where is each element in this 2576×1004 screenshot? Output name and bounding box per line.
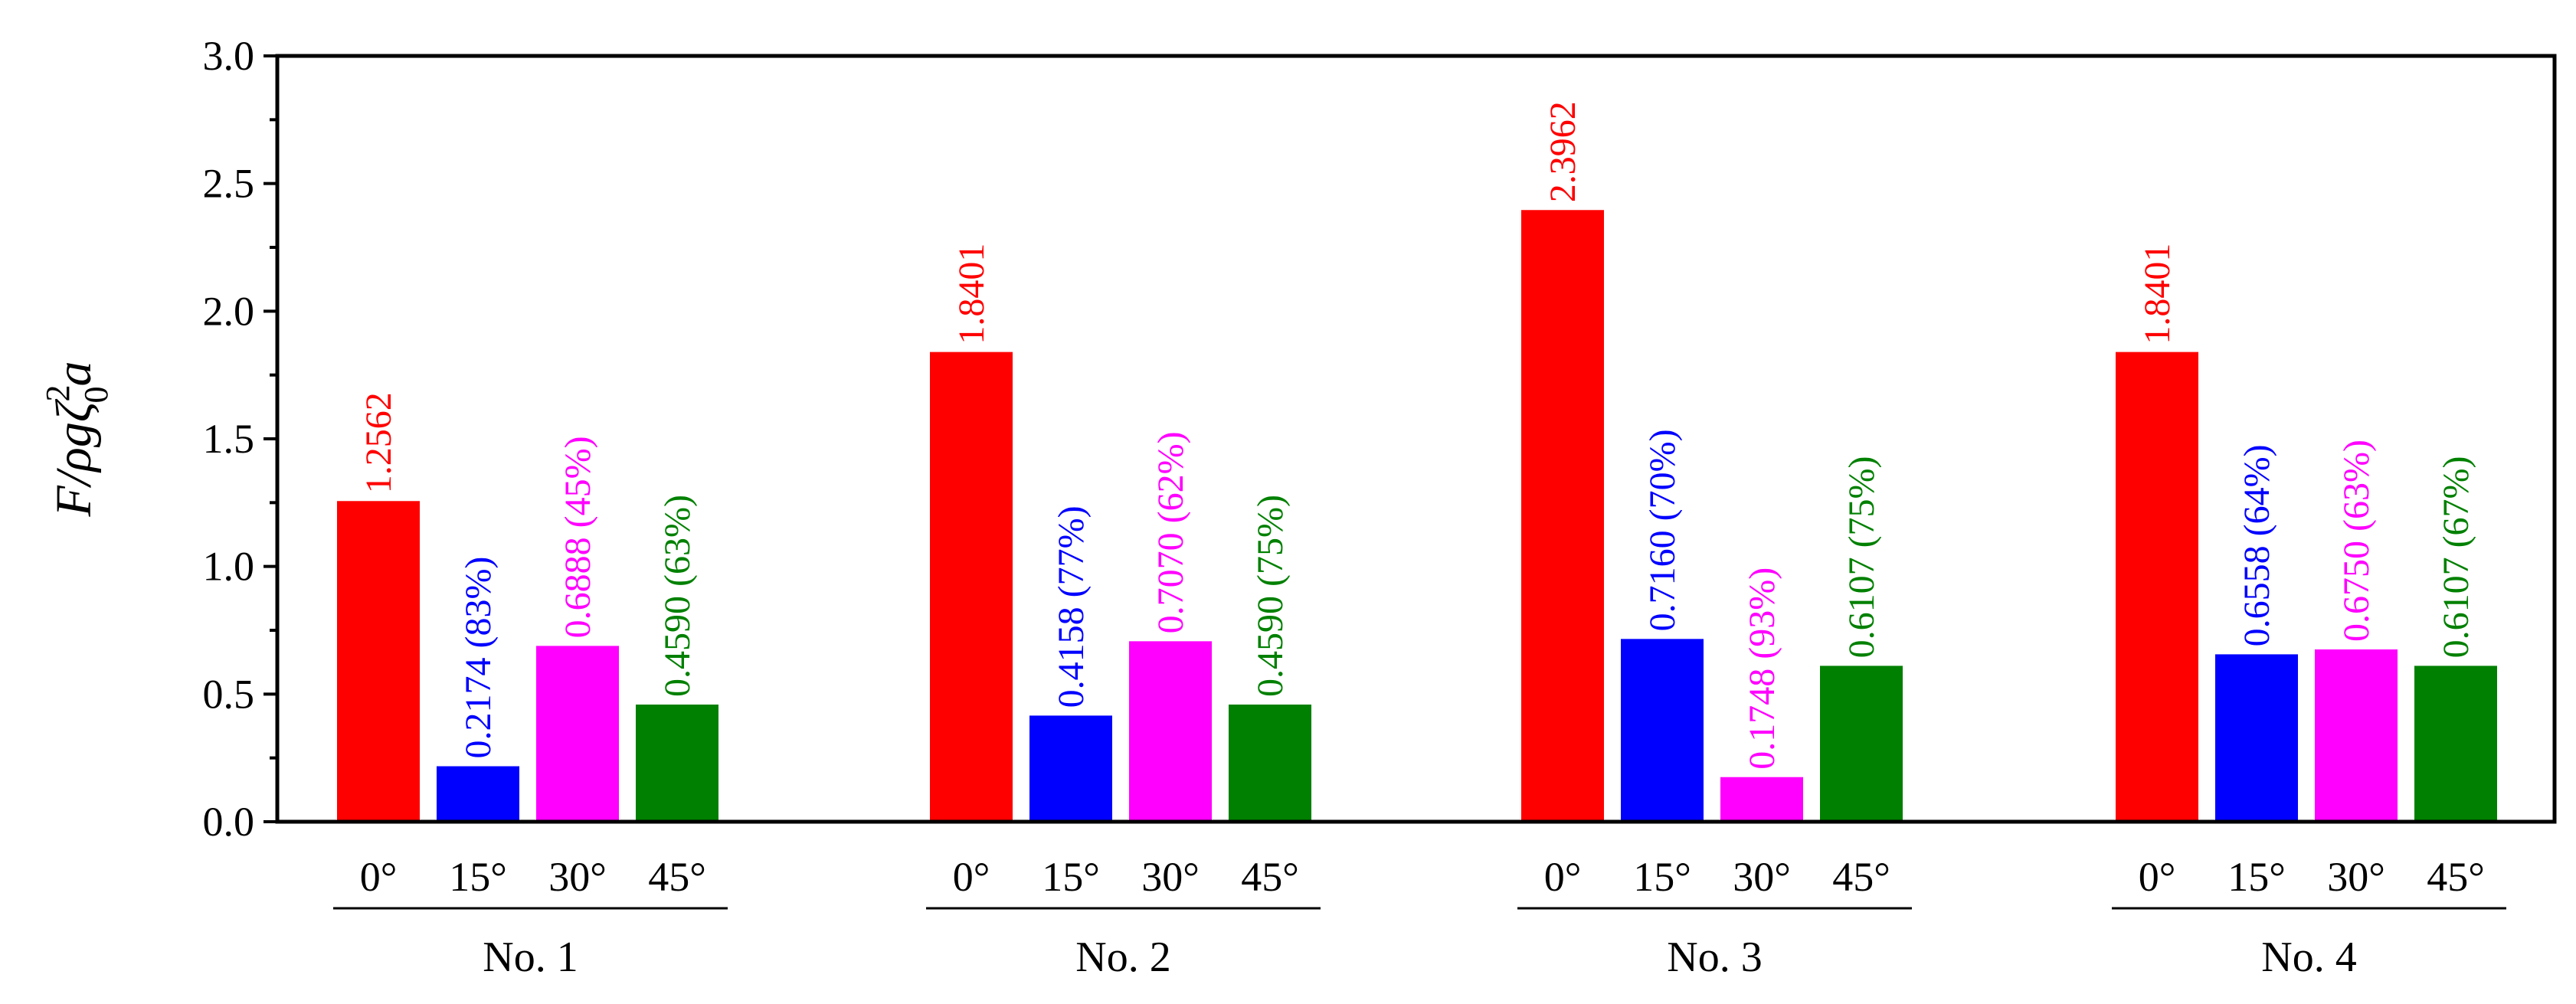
x-axis: 0° 15° 30° 45° No. 1 0° 15° 30° 45° No. 2 0° 15° 30°… xyxy=(333,854,2506,981)
x-tick-label: 45° xyxy=(2427,854,2485,900)
y-tick-label: 2.0 xyxy=(203,288,255,334)
bar-value-label: 0.6107 (75%) xyxy=(1841,456,1882,658)
bar xyxy=(337,501,420,822)
x-tick-label: 45° xyxy=(1832,854,1890,900)
x-tick-label: 15° xyxy=(2227,854,2286,900)
bar-value-label: 2.3962 xyxy=(1543,101,1583,202)
bar-value-label: 0.6750 (63%) xyxy=(2336,440,2377,642)
x-tick-label: 30° xyxy=(1141,854,1200,900)
x-tick-label: 30° xyxy=(2327,854,2385,900)
bar-value-label: 0.6107 (67%) xyxy=(2436,456,2476,658)
y-tick-label: 0.5 xyxy=(203,671,255,717)
bar xyxy=(1129,641,1212,822)
y-axis-title: F/ρgζ20a xyxy=(39,361,115,517)
bar-value-labels: 1.2562 0.2174 (83%) 0.6888 (45%) 0.4590 (63… xyxy=(358,101,2476,769)
bar xyxy=(2315,649,2398,822)
x-tick-label: 0° xyxy=(953,854,990,900)
x-tick-label: 0° xyxy=(2139,854,2176,900)
bar-value-label: 0.1748 (93%) xyxy=(1742,567,1782,770)
bar xyxy=(1621,639,1704,822)
bar xyxy=(536,646,619,822)
bar xyxy=(2215,654,2298,822)
y-axis: 0.0 0.5 1.0 1.5 2.0 2.5 3.0 xyxy=(203,33,277,845)
x-tick-label: 0° xyxy=(360,854,398,900)
plot-frame xyxy=(275,54,2557,824)
bar-value-label: 1.2562 xyxy=(358,392,399,493)
y-tick-label: 1.0 xyxy=(203,544,255,590)
y-axis-label: F/ρgζ20a xyxy=(39,361,115,517)
group-label: No. 4 xyxy=(2261,934,2356,981)
bar-value-label: 0.6888 (45%) xyxy=(558,436,598,638)
y-tick-label: 1.5 xyxy=(203,416,255,462)
bar-value-label: 0.7160 (70%) xyxy=(1642,429,1683,631)
x-tick-label: 15° xyxy=(1633,854,1691,900)
bar xyxy=(930,352,1013,822)
group-label: No. 3 xyxy=(1667,934,1762,981)
bar xyxy=(2414,666,2497,822)
bar-value-label: 0.2174 (83%) xyxy=(458,557,499,759)
group-label: No. 1 xyxy=(483,934,578,981)
bar xyxy=(1820,666,1903,822)
x-tick-label: 45° xyxy=(1241,854,1299,900)
bar xyxy=(1229,705,1311,822)
y-tick-label: 2.5 xyxy=(203,161,255,207)
x-tick-label: 15° xyxy=(449,854,507,900)
bar-value-label: 0.4590 (63%) xyxy=(657,495,698,697)
bar-value-label: 1.8401 xyxy=(951,244,992,345)
bar xyxy=(2116,352,2198,822)
bar-value-label: 1.8401 xyxy=(2137,244,2178,345)
bar xyxy=(437,766,519,822)
x-tick-label: 45° xyxy=(648,854,706,900)
group-label: No. 2 xyxy=(1075,934,1170,981)
x-tick-label: 30° xyxy=(1733,854,1791,900)
bar-value-label: 0.4590 (75%) xyxy=(1250,495,1291,697)
bar xyxy=(1521,210,1604,822)
y-tick-label: 0.0 xyxy=(203,799,255,845)
x-tick-label: 30° xyxy=(548,854,607,900)
bar xyxy=(636,705,718,822)
bar xyxy=(1720,777,1803,822)
bar xyxy=(1029,715,1112,822)
x-tick-label: 0° xyxy=(1544,854,1582,900)
bar-value-label: 0.4158 (77%) xyxy=(1051,505,1092,708)
y-tick-label: 3.0 xyxy=(203,33,255,79)
bar-value-label: 0.7070 (62%) xyxy=(1151,431,1191,633)
bar-value-label: 0.6558 (64%) xyxy=(2237,444,2277,646)
bars xyxy=(337,210,2497,822)
x-tick-label: 15° xyxy=(1042,854,1100,900)
